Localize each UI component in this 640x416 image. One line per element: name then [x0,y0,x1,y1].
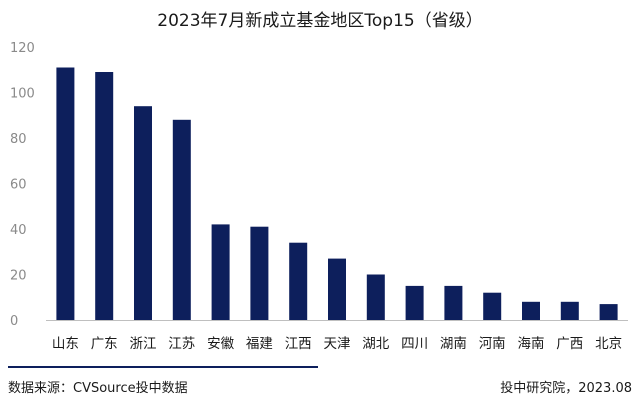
x-tick-label: 北京 [595,336,622,352]
x-tick-label: 广东 [91,336,118,352]
x-tick-label: 福建 [246,336,273,352]
x-axis: 山东 广东 浙江 江苏 安徽 福建 江西 天津 湖北 四川 湖南 河南 海南 广西 北京 [52,336,622,352]
bar [172,119,191,320]
x-tick-label: 江苏 [168,336,195,352]
x-tick-label: 河南 [479,336,506,352]
y-tick-label: 100 [10,87,35,102]
y-tick-label: 80 [10,132,27,147]
bar [444,285,463,320]
bars-group [56,67,618,320]
bar [366,274,385,320]
bar [522,301,540,320]
x-tick-label: 浙江 [130,336,157,352]
x-tick-label: 天津 [324,336,351,352]
chart-title: 2023年7月新成立基金地区Top15（省级） [157,11,482,31]
bar [405,285,424,320]
bar [211,224,230,320]
y-tick-label: 0 [10,314,18,329]
bar [134,106,152,320]
x-tick-label: 湖南 [440,336,467,352]
bar [483,292,502,320]
source-note: 数据来源：CVSource投中数据 [8,381,188,396]
bar [250,226,269,320]
bar [599,304,618,320]
bar [56,67,75,320]
bar [289,242,308,320]
x-tick-label: 安徽 [207,336,234,352]
x-tick-label: 四川 [401,336,428,352]
x-tick-label: 广西 [556,336,583,352]
y-tick-label: 120 [10,41,35,56]
y-axis: 0 20 40 60 80 100 120 [10,41,35,329]
y-tick-label: 60 [10,178,27,193]
credit-note: 投中研究院，2023.08 [500,381,632,396]
bar [560,301,579,320]
x-tick-label: 山东 [52,336,79,352]
y-tick-label: 40 [10,223,27,238]
y-tick-label: 20 [10,269,27,284]
x-tick-label: 江西 [285,336,312,352]
bar [95,72,114,320]
bar [328,258,346,320]
x-tick-label: 海南 [518,336,545,352]
x-tick-label: 湖北 [362,336,389,352]
